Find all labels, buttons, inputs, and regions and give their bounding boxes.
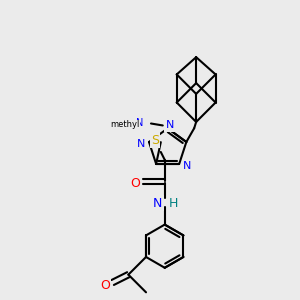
Text: N: N — [165, 121, 174, 130]
Text: O: O — [130, 177, 140, 190]
Text: H: H — [169, 197, 178, 211]
Text: methyl: methyl — [110, 120, 139, 129]
Text: N: N — [137, 139, 145, 149]
Text: N: N — [136, 118, 144, 128]
Text: O: O — [100, 279, 110, 292]
Text: S: S — [151, 134, 159, 147]
Text: N: N — [153, 196, 163, 209]
Text: N: N — [183, 161, 191, 171]
